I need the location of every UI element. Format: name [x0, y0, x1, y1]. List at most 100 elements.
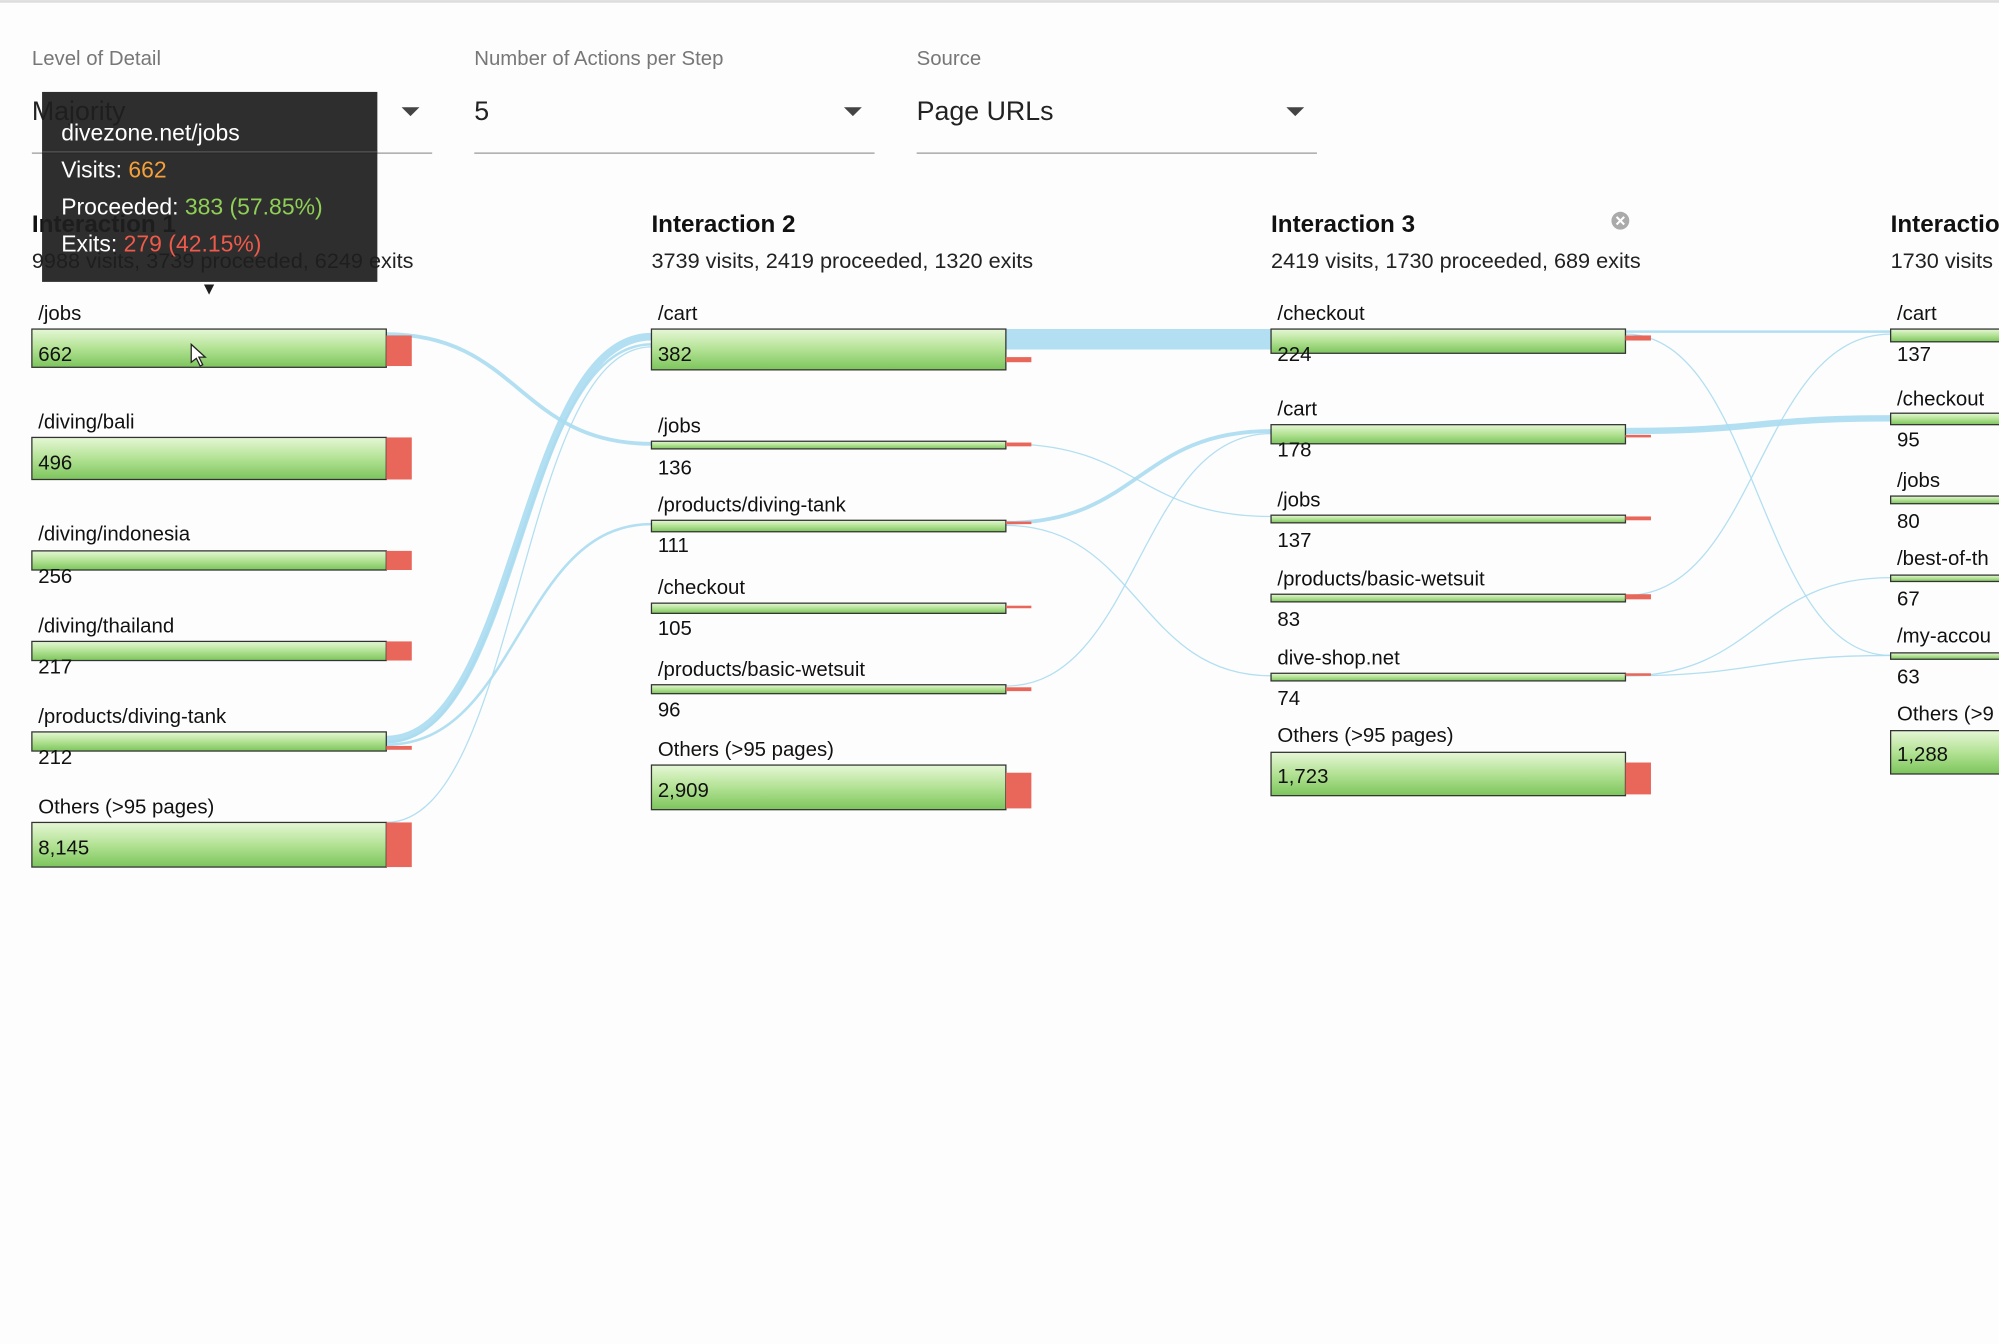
node-count: 217 — [38, 656, 72, 678]
node-count: 2,909 — [658, 780, 709, 802]
page-node[interactable]: /jobs 80 — [1889, 470, 1999, 533]
page-node[interactable]: Others (>95 pages) 1,723 — [1270, 725, 1651, 797]
node-bar — [650, 764, 1007, 811]
node-label: /jobs — [658, 415, 701, 437]
exit-bar — [386, 745, 412, 750]
page-node[interactable]: /my-accou 63 — [1889, 626, 1999, 689]
node-count: 1,723 — [1277, 766, 1328, 788]
column-summary: 3739 visits, 2419 proceeded, 1320 exits — [651, 248, 1033, 273]
label: Proceeded: — [61, 193, 178, 219]
dropdown-value: Page URLs — [917, 96, 1054, 126]
page-node[interactable]: /products/diving-tank 212 — [31, 706, 412, 769]
page-node[interactable]: /products/basic-wetsuit 83 — [1270, 568, 1651, 631]
dropdown-label: Source — [917, 48, 982, 70]
node-count: 111 — [658, 535, 689, 557]
column-title: Interaction 2 — [651, 211, 795, 238]
page-node[interactable]: /jobs 136 — [650, 415, 1032, 479]
node-bar — [1270, 514, 1627, 524]
tooltip-visits: Visits: 662 — [61, 156, 166, 182]
dropdown-label: Level of Detail — [32, 48, 161, 70]
page-node[interactable]: Others (>95 pages) 2,909 — [650, 739, 1032, 811]
node-label: /products/basic-wetsuit — [1277, 568, 1485, 590]
node-label: /cart — [1277, 399, 1317, 421]
node-count: 137 — [1897, 344, 1931, 366]
node-label: /diving/bali — [38, 411, 134, 433]
tooltip-box — [42, 91, 378, 282]
node-bar — [1889, 495, 1999, 505]
node-count: 67 — [1897, 589, 1920, 611]
page-node[interactable]: /jobs 137 — [1270, 489, 1651, 552]
dropdown-arrow — [1286, 107, 1305, 117]
tooltip-proceeded: Proceeded: 383 (57.85%) — [61, 193, 322, 219]
exit-bar — [1625, 434, 1651, 438]
page-node[interactable]: /jobs 662 — [31, 303, 412, 368]
node-label: /jobs — [38, 303, 81, 325]
node-bar — [650, 684, 1007, 695]
node-label: Others (>9 — [1897, 703, 1994, 725]
node-label: /jobs — [1897, 470, 1940, 492]
node-count: 137 — [1277, 530, 1311, 552]
node-bar — [1270, 672, 1627, 682]
page-node[interactable]: /checkout 224 — [1270, 303, 1651, 366]
node-label: /checkout — [1277, 303, 1365, 325]
node-count: 105 — [658, 618, 692, 640]
page-node[interactable]: /products/diving-tank 111 — [650, 494, 1032, 557]
node-label: Others (>95 pages) — [38, 797, 214, 819]
page-node[interactable]: /best-of-th 67 — [1889, 548, 1999, 611]
node-bar — [650, 602, 1007, 614]
page-node[interactable]: /diving/thailand 217 — [31, 615, 412, 678]
page-node[interactable]: /cart 137 — [1889, 303, 1999, 366]
page-node[interactable]: /diving/bali 496 — [31, 411, 412, 481]
column-summary: 1730 visits — [1891, 248, 1993, 273]
column-summary: 2419 visits, 1730 proceeded, 689 exits — [1271, 248, 1641, 273]
value: 279 (42.15%) — [124, 230, 262, 256]
page-node[interactable]: /cart 382 — [650, 303, 1032, 371]
node-bar — [650, 328, 1007, 371]
dropdown[interactable]: Source Page URLs — [916, 48, 1317, 154]
exit-bar — [1625, 516, 1651, 521]
node-label: Others (>95 pages) — [1277, 725, 1453, 747]
exit-bar — [1005, 357, 1032, 363]
node-bar — [1889, 328, 1999, 343]
node-label: /diving/thailand — [38, 615, 174, 637]
exit-bar — [1005, 772, 1032, 809]
column-title: Interactio — [1891, 211, 1999, 238]
page-node[interactable]: /diving/indonesia 256 — [31, 524, 412, 588]
page-node[interactable]: Others (>9 1,288 — [1889, 703, 1999, 775]
node-count: 256 — [38, 566, 72, 588]
page-node[interactable]: Others (>95 pages) 8,145 — [31, 797, 412, 868]
tooltip-exits: Exits: 279 (42.15%) — [61, 230, 261, 256]
exit-bar — [386, 437, 412, 480]
page-node[interactable]: dive-shop.net 74 — [1270, 647, 1651, 710]
node-bar — [1270, 751, 1627, 797]
node-label: dive-shop.net — [1277, 647, 1400, 669]
page-node[interactable]: /cart 178 — [1270, 399, 1651, 462]
exit-bar — [1005, 442, 1032, 447]
node-bar — [31, 328, 387, 368]
exit-bar — [386, 822, 412, 868]
node-count: 382 — [658, 344, 692, 366]
node-label: Others (>95 pages) — [658, 739, 834, 761]
node-bar — [1270, 593, 1627, 603]
exit-bar — [1625, 335, 1651, 341]
dropdown-value: 5 — [474, 96, 489, 126]
label: Exits: — [61, 230, 117, 256]
exit-bar — [386, 641, 412, 661]
page-node[interactable]: /products/basic-wetsuit 96 — [650, 659, 1032, 722]
node-count: 95 — [1897, 429, 1920, 451]
node-count: 80 — [1897, 511, 1920, 533]
page-node[interactable]: /checkout 95 — [1889, 389, 1999, 452]
dropdown[interactable]: Number of Actions per Step 5 — [474, 48, 875, 154]
column-title: Interaction 3 — [1271, 211, 1415, 238]
node-count: 96 — [658, 700, 681, 722]
node-count: 83 — [1277, 609, 1300, 631]
page-node[interactable]: /checkout 105 — [650, 577, 1032, 640]
exit-bar — [386, 335, 412, 367]
mouse-cursor — [190, 342, 207, 367]
tooltip-pointer — [203, 284, 215, 295]
node-bar — [31, 821, 387, 868]
interaction-column: Interaction 3 2419 visits, 1730 proceeded… — [1270, 211, 1651, 797]
node-count: 178 — [1277, 440, 1311, 462]
